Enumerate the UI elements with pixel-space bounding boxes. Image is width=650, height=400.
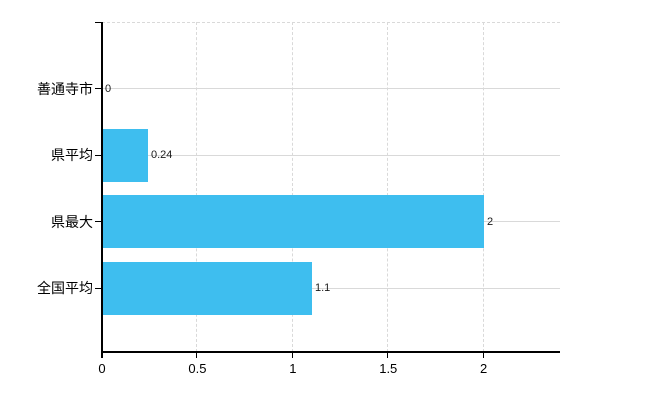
- x-axis-tick: [482, 352, 484, 358]
- vertical-gridline: [196, 22, 198, 352]
- bar-value-label: 0: [105, 82, 112, 95]
- x-axis-line: [101, 351, 560, 353]
- y-axis-tick: [95, 88, 102, 89]
- x-tick-label: 2: [480, 361, 488, 376]
- category-label: 全国平均: [37, 280, 93, 296]
- y-axis-tick: [95, 154, 102, 156]
- x-tick-label: 0: [98, 361, 106, 376]
- x-tick-label: 1: [289, 361, 297, 376]
- y-axis-line: [101, 22, 103, 358]
- category-label: 善通寺市: [37, 80, 93, 97]
- x-axis-tick: [291, 352, 293, 358]
- horizontal-gridline: [102, 287, 560, 289]
- category-label: 県平均: [51, 147, 93, 163]
- y-axis-top-tick: [95, 22, 102, 23]
- vertical-gridline: [387, 22, 389, 352]
- bar-value-label: 0.24: [151, 149, 173, 161]
- bar: [102, 128, 148, 182]
- y-axis-tick: [95, 221, 102, 222]
- y-axis-tick: [95, 287, 102, 289]
- horizontal-gridline: [102, 154, 560, 156]
- bar-value-label: 2: [487, 215, 494, 228]
- vertical-gridline: [291, 22, 293, 352]
- x-tick-label: 1.5: [379, 361, 398, 376]
- vertical-gridline: [482, 22, 484, 352]
- x-axis-tick: [196, 352, 198, 358]
- category-label: 県最大: [51, 213, 93, 230]
- x-tick-label: 0.5: [188, 361, 207, 376]
- bar: [102, 261, 312, 315]
- plot-top-border: [102, 22, 560, 23]
- bar: [102, 195, 484, 248]
- horizontal-gridline: [102, 88, 560, 89]
- bar-value-label: 1.1: [315, 282, 331, 294]
- x-axis-tick: [387, 352, 389, 358]
